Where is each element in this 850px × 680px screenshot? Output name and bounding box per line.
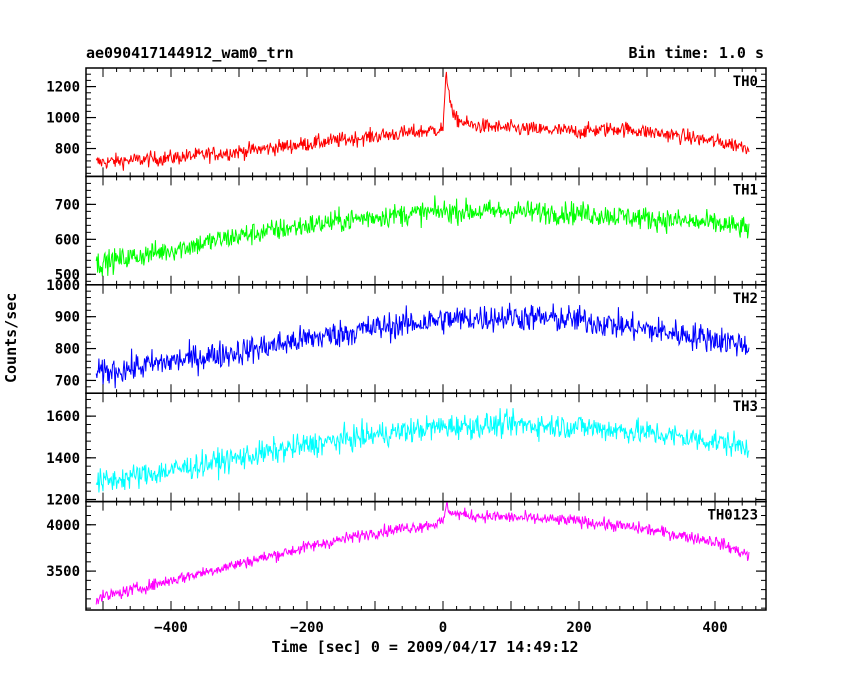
panel-label: TH0 bbox=[733, 74, 758, 90]
y-tick-label: 1400 bbox=[46, 451, 80, 467]
panel-frame bbox=[85, 392, 767, 503]
panel-frame bbox=[85, 67, 767, 178]
panel-label: TH1 bbox=[733, 182, 758, 198]
y-tick-label: 1200 bbox=[46, 493, 80, 509]
panel-th0123: TH0123 3500 4000 bbox=[46, 500, 767, 611]
panel-frame bbox=[85, 284, 767, 394]
y-tick-label: 800 bbox=[55, 342, 80, 358]
x-tick-label: −400 bbox=[154, 620, 188, 636]
y-tick-label: 700 bbox=[55, 373, 80, 389]
chart-title: ae090417144912_wam0_trn bbox=[86, 44, 294, 62]
series-th1-line bbox=[95, 195, 750, 277]
panel-frame bbox=[85, 175, 767, 286]
series-th3-line bbox=[95, 408, 750, 493]
y-tick-label: 3500 bbox=[46, 564, 80, 580]
series-th0-line bbox=[95, 71, 750, 171]
y-tick-label: 600 bbox=[55, 232, 80, 248]
x-tick-label: −200 bbox=[290, 620, 324, 636]
y-tick-label: 1200 bbox=[46, 80, 80, 96]
x-tick-label: 400 bbox=[702, 620, 727, 636]
series-th0123-line bbox=[95, 501, 750, 605]
y-tick-label: 900 bbox=[55, 310, 80, 326]
panel-th1: TH1 500 600 700 bbox=[55, 175, 767, 286]
series-th2-line bbox=[95, 302, 750, 389]
x-tick-label: 0 bbox=[439, 620, 447, 636]
x-axis-label: Time [sec] 0 = 2009/04/17 14:49:12 bbox=[271, 638, 579, 656]
panel-label: TH3 bbox=[733, 399, 758, 415]
panel-th3: TH3 1200 1400 1600 bbox=[46, 392, 767, 509]
bin-time-label: Bin time: 1.0 s bbox=[628, 44, 764, 62]
panel-th2: TH2 700 800 900 1000 bbox=[46, 278, 767, 394]
y-tick-label: 500 bbox=[55, 267, 80, 283]
panel-label: TH0123 bbox=[707, 508, 758, 524]
y-tick-label: 800 bbox=[55, 142, 80, 158]
y-tick-label: 4000 bbox=[46, 518, 80, 534]
x-tick-label: 200 bbox=[566, 620, 591, 636]
panel-label: TH2 bbox=[733, 291, 758, 307]
y-tick-label: 1600 bbox=[46, 409, 80, 425]
panel-th0: TH0 800 1000 1200 bbox=[46, 67, 767, 178]
y-tick-label: 700 bbox=[55, 197, 80, 213]
y-tick-label: 1000 bbox=[46, 111, 80, 127]
y-tick-label: 1000 bbox=[46, 278, 80, 294]
panel-frame bbox=[85, 500, 767, 611]
